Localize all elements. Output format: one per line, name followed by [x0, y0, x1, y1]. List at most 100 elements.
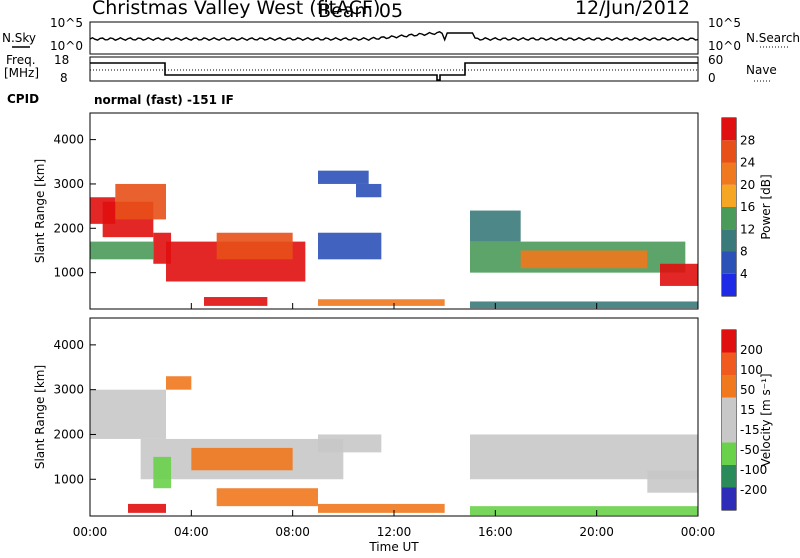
- x-tick-label: 08:00: [275, 525, 310, 539]
- x-tick-label: 04:00: [174, 525, 209, 539]
- velocity-y-tick-label: 1000: [53, 472, 84, 486]
- velocity-colorbar-segment: [722, 420, 736, 443]
- freq-tick-low: 8: [60, 71, 68, 85]
- velocity-region: [90, 389, 166, 439]
- power-colorbar-tick-label: 16: [740, 200, 755, 214]
- x-tick-label: 00:00: [73, 525, 108, 539]
- noise-tick-low-left: 10^0: [50, 39, 83, 53]
- freq-trace: [90, 62, 698, 81]
- velocity-region: [128, 503, 166, 513]
- velocity-region: [318, 434, 382, 453]
- power-y-ticks: 1000 2000 3000 4000: [53, 133, 96, 280]
- noise-panel: N.Sky 10^5 10^0 10^5 10^0 N.Search: [2, 16, 800, 55]
- power-colorbar-tick-label: 4: [740, 267, 748, 281]
- power-data-regions: [90, 170, 698, 309]
- freq-units-label: [MHz]: [4, 66, 39, 80]
- power-colorbar-segment: [722, 229, 736, 252]
- power-region: [216, 232, 293, 260]
- velocity-region: [318, 503, 445, 513]
- nsearch-label: N.Search: [746, 31, 800, 45]
- power-colorbar: Power [dB] 28 24 20 16 12 8 4: [721, 117, 773, 297]
- power-y-tick-label: 3000: [53, 177, 84, 191]
- power-colorbar-segment: [722, 118, 736, 141]
- cpid-label: CPID: [7, 92, 39, 106]
- velocity-region: [191, 447, 293, 471]
- nsky-label: N.Sky: [2, 31, 36, 45]
- power-region: [318, 170, 369, 184]
- power-colorbar-tick-label: 24: [740, 156, 755, 170]
- x-axis-label: Time UT: [368, 540, 419, 554]
- noise-tick-low-right: 10^0: [708, 39, 741, 53]
- velocity-colorbar-tick-label: -100: [740, 463, 767, 477]
- nave-tick-high: 60: [708, 53, 723, 67]
- velocity-colorbar-segment: [722, 330, 736, 353]
- cpid-value: normal (fast) -151 IF: [94, 93, 234, 107]
- noise-trace: [89, 31, 699, 42]
- noise-tick-high-right: 10^5: [708, 16, 741, 30]
- power-region: [90, 241, 154, 260]
- velocity-colorbar-segment: [722, 442, 736, 465]
- velocity-panel-frame: [89, 317, 699, 517]
- power-panel: 1000 2000 3000 4000 Slant Range [km]: [33, 112, 699, 310]
- velocity-region: [166, 376, 192, 390]
- power-region: [520, 250, 648, 269]
- velocity-colorbar-tick-label: 50: [740, 383, 755, 397]
- velocity-colorbar-tick-label: -15: [740, 423, 760, 437]
- power-colorbar-segment: [722, 207, 736, 230]
- velocity-colorbar-tick-label: 100: [740, 363, 763, 377]
- beam-label: Beam 05: [318, 0, 403, 22]
- power-region: [660, 263, 698, 286]
- velocity-colorbar-segment: [722, 465, 736, 488]
- power-colorbar-label: Power [dB]: [759, 174, 773, 239]
- power-region: [470, 301, 698, 309]
- power-y-tick-label: 4000: [53, 133, 84, 147]
- power-region: [318, 299, 445, 306]
- freq-panel-frame: [89, 56, 699, 82]
- power-region: [356, 183, 382, 198]
- x-tick-label: 00:00: [681, 525, 716, 539]
- power-y-axis-label: Slant Range [km]: [33, 159, 47, 263]
- velocity-region: [216, 488, 318, 507]
- velocity-colorbar: Velocity [m s⁻¹] 200 100 50 15 -15 -50 -100 -20…: [721, 329, 773, 511]
- power-region: [204, 297, 268, 306]
- power-y-tick-label: 2000: [53, 221, 84, 235]
- velocity-y-axis-label: Slant Range [km]: [33, 365, 47, 469]
- freq-label: Freq.: [6, 53, 36, 67]
- velocity-y-tick-label: 2000: [53, 427, 84, 441]
- power-colorbar-segment: [722, 251, 736, 274]
- nave-label: Nave: [746, 63, 777, 77]
- velocity-y-tick-label: 3000: [53, 383, 84, 397]
- power-y-tick-label: 1000: [53, 266, 84, 280]
- velocity-y-ticks: 1000 2000 3000 4000: [53, 338, 96, 486]
- power-colorbar-tick-label: 8: [740, 245, 748, 259]
- velocity-colorbar-segment: [722, 375, 736, 398]
- velocity-colorbar-tick-label: -50: [740, 443, 760, 457]
- velocity-y-tick-label: 4000: [53, 338, 84, 352]
- velocity-region: [647, 470, 698, 493]
- velocity-colorbar-tick-label: 200: [740, 343, 763, 357]
- velocity-colorbar-segment: [722, 397, 736, 420]
- freq-tick-high: 18: [54, 53, 69, 67]
- power-region: [115, 183, 166, 220]
- power-colorbar-segment: [722, 140, 736, 163]
- x-tick-label: 20:00: [579, 525, 614, 539]
- velocity-region: [153, 456, 172, 489]
- power-colorbar-tick-label: 20: [740, 178, 755, 192]
- velocity-data-regions: [90, 376, 698, 516]
- velocity-colorbar-tick-label: -200: [740, 483, 767, 497]
- date-label: 12/Jun/2012: [575, 0, 690, 19]
- power-colorbar-tick-label: 12: [740, 222, 755, 236]
- velocity-panel: 1000 2000 3000 4000 Slant Range [km]: [33, 317, 699, 517]
- power-colorbar-segment: [722, 273, 736, 296]
- noise-tick-high-left: 10^5: [50, 16, 83, 30]
- x-tick-label: 16:00: [478, 525, 513, 539]
- freq-panel: Freq. [MHz] 18 8 60 0 Nave: [4, 53, 777, 85]
- velocity-region: [470, 506, 698, 516]
- velocity-colorbar-segment: [722, 352, 736, 375]
- velocity-colorbar-segment: [722, 487, 736, 510]
- power-colorbar-tick-label: 28: [740, 133, 755, 147]
- velocity-colorbar-label: Velocity [m s⁻¹]: [759, 373, 773, 466]
- power-region: [470, 210, 521, 242]
- power-colorbar-segment: [722, 162, 736, 185]
